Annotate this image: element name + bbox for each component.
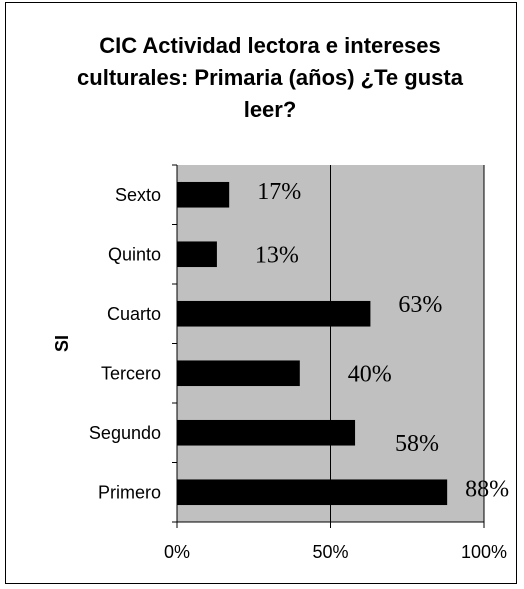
data-label: 13% [255,242,299,268]
category-labels: Sexto Quinto Cuarto Tercero Segundo Primero [89,185,161,503]
data-label: 63% [398,292,442,318]
bar [177,241,217,268]
x-tick-labels: 0% 50% 100% [164,542,507,562]
data-label: 40% [348,361,392,387]
data-label: 58% [395,431,439,457]
bar [177,181,230,208]
category-label: Quinto [108,244,161,264]
category-label: Segundo [89,423,161,443]
bars [177,181,448,506]
bar [177,360,300,387]
category-label: Primero [98,482,161,502]
category-label: Tercero [101,363,161,383]
chart-title: CIC Actividad lectora e intereses cultur… [77,33,463,122]
category-label: Cuarto [107,304,161,324]
category-label: Sexto [115,185,161,205]
bar [177,419,356,446]
axes [172,164,485,528]
bar [177,479,448,506]
x-tick-label: 50% [312,542,348,562]
y-axis-title: SI [52,335,72,352]
gridlines [330,165,485,522]
data-label: 88% [465,476,509,502]
x-tick-label: 0% [164,542,190,562]
data-label: 17% [257,179,301,205]
data-labels: 17% 13% 63% 40% 58% 88% [255,179,509,503]
x-tick-label: 100% [461,542,507,562]
bar [177,300,371,327]
